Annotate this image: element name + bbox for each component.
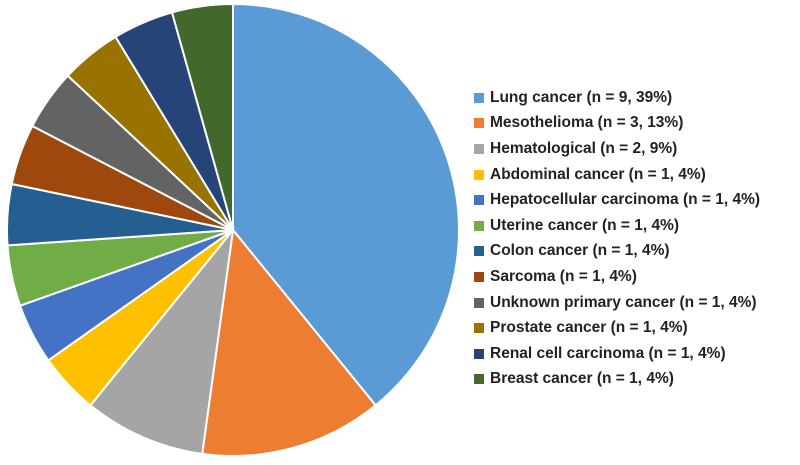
legend-item: Lung cancer (n = 9, 39%) [474,85,760,111]
pie-slice [170,2,234,231]
legend-swatch [474,92,484,103]
legend-item: Hepatocellular carcinoma (n = 1, 4%) [474,187,760,213]
pie-slice [88,226,235,456]
legend-item: Sarcoma (n = 1, 4%) [474,264,760,290]
legend: Lung cancer (n = 9, 39%) Mesothelioma (n … [474,85,760,392]
legend-swatch [474,348,484,359]
legend-label: Lung cancer (n = 9, 39%) [490,88,673,106]
legend-label: Renal cell carcinoma (n = 1, 4%) [490,344,726,362]
legend-label: Unknown primary cancer (n = 1, 4%) [490,293,757,311]
legend-label: Hepatocellular carcinoma (n = 1, 4%) [490,191,761,209]
legend-item: Abdominal cancer (n = 1, 4%) [474,162,760,188]
legend-item: Unknown primary cancer (n = 1, 4%) [474,290,760,316]
legend-item: Renal cell carcinoma (n = 1, 4%) [474,341,760,367]
legend-item: Mesothelioma (n = 3, 13%) [474,111,760,137]
pie-chart [6,2,460,457]
legend-label: Mesothelioma (n = 3, 13%) [490,114,684,132]
legend-item: Hematological (n = 2, 9%) [474,136,760,162]
legend-swatch [474,323,484,334]
pie-slice [201,227,378,457]
legend-swatch [474,374,484,385]
legend-label: Abdominal cancer (n = 1, 4%) [490,165,706,183]
legend-swatch [474,143,484,154]
legend-swatch [474,169,484,180]
legend-swatch [474,220,484,231]
legend-item: Prostate cancer (n = 1, 4%) [474,315,760,341]
legend-label: Uterine cancer (n = 1, 4%) [490,216,680,234]
legend-label: Hematological (n = 2, 9%) [490,139,678,157]
legend-swatch [474,271,484,282]
legend-label: Colon cancer (n = 1, 4%) [490,242,670,260]
pie-slice [232,2,460,407]
legend-swatch [474,297,484,308]
legend-item: Uterine cancer (n = 1, 4%) [474,213,760,239]
legend-swatch [474,195,484,206]
legend-label: Breast cancer (n = 1, 4%) [490,370,674,388]
legend-swatch [474,246,484,257]
legend-item: Breast cancer (n = 1, 4%) [474,367,760,393]
legend-item: Colon cancer (n = 1, 4%) [474,239,760,265]
legend-label: Sarcoma (n = 1, 4%) [490,267,637,285]
legend-label: Prostate cancer (n = 1, 4%) [490,319,688,337]
legend-swatch [474,118,484,129]
